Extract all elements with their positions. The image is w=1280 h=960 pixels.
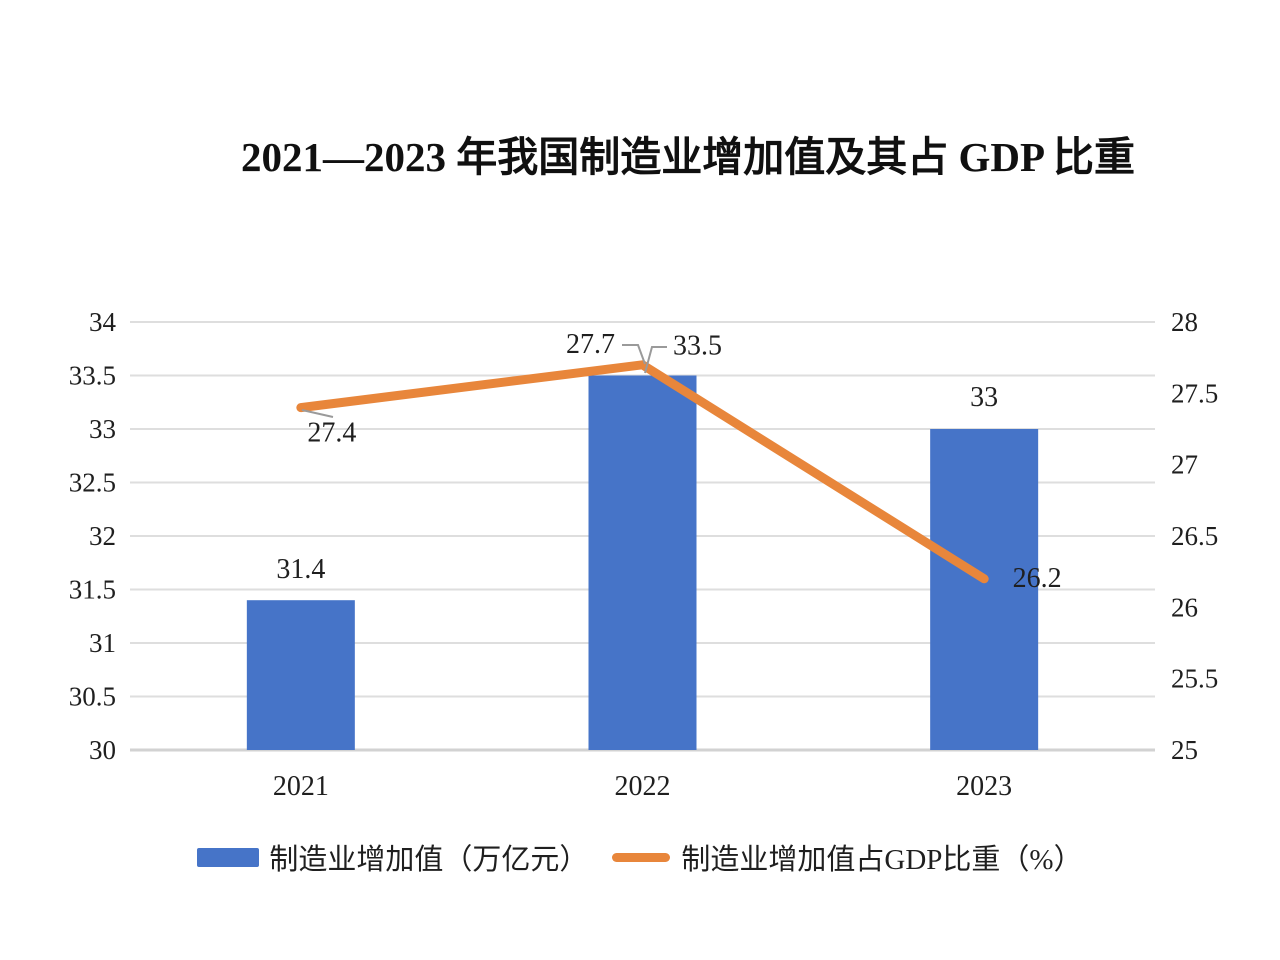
- data-label-leader-line: [644, 346, 667, 374]
- left-axis-tick-label: 30: [89, 735, 116, 765]
- left-axis-tick-label: 30.5: [69, 682, 116, 712]
- bar-2021: [246, 600, 355, 750]
- right-axis-tick-label: 27.5: [1171, 378, 1218, 408]
- line-data-label: 27.7: [566, 329, 615, 360]
- x-axis-category-label: 2022: [615, 771, 671, 802]
- x-axis-category-label: 2021: [273, 771, 329, 802]
- right-axis-tick-label: 28: [1171, 307, 1198, 337]
- left-axis-tick-label: 31: [89, 628, 116, 658]
- legend-bar-label: 制造业增加值（万亿元）: [269, 844, 589, 876]
- left-axis-tick-label: 33.5: [69, 361, 116, 391]
- data-label-leader-line: [301, 409, 334, 418]
- legend-line-swatch-icon: [612, 852, 671, 862]
- bar-data-label: 31.4: [276, 554, 325, 585]
- legend-line-label: 制造业增加值占GDP比重（%）: [681, 844, 1083, 876]
- legend: 制造业增加值（万亿元） 制造业增加值占GDP比重（%）: [0, 836, 1280, 878]
- x-axis-category-label: 2023: [956, 771, 1012, 802]
- chart-title: 2021—2023 年我国制造业增加值及其占 GDP 比重: [240, 134, 1136, 180]
- left-axis-tick-label: 32.5: [69, 468, 116, 498]
- right-axis-tick-label: 25: [1171, 735, 1198, 765]
- legend-bar-swatch-icon: [197, 847, 260, 867]
- bar-2022: [588, 375, 697, 750]
- right-axis-tick-label: 26.5: [1171, 521, 1218, 551]
- line-data-label: 27.4: [307, 418, 356, 449]
- left-axis-tick-label: 34: [89, 307, 117, 337]
- bar-data-label: 33: [970, 382, 998, 413]
- line-data-label: 26.2: [1013, 563, 1062, 594]
- right-axis-tick-label: 27: [1171, 450, 1198, 480]
- bar-data-label: 33.5: [673, 331, 722, 362]
- right-axis-tick-label: 26: [1171, 592, 1198, 622]
- left-axis-tick-label: 33: [89, 414, 116, 444]
- data-label-leader-line: [622, 344, 646, 365]
- left-axis-tick-label: 31.5: [69, 575, 116, 605]
- right-axis-tick-label: 25.5: [1171, 664, 1218, 694]
- bar-2023: [930, 429, 1039, 750]
- left-axis-tick-label: 32: [89, 521, 116, 551]
- gdp-share-line: [296, 360, 989, 584]
